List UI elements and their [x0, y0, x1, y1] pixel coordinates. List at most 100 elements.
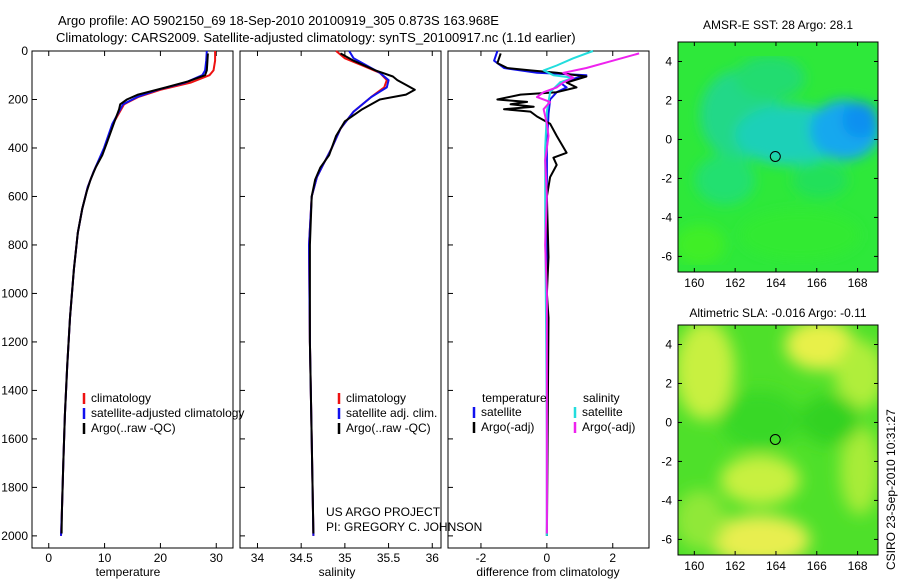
temperature-plot: 0 10 20 30 0 200 400 600 800 1000 1200 1400 1600 180…	[1, 44, 244, 579]
temperature-y-tick-label: 400	[8, 141, 28, 155]
pi-label: PI: GREGORY C. JOHNSON	[326, 520, 482, 534]
temperature-y-tick-label: 1200	[1, 335, 28, 349]
difference-series-temperature-satellite	[493, 50, 588, 536]
salinity-lines	[308, 50, 416, 536]
salinity-x-tick-label: 35.5	[377, 551, 401, 565]
sla-y-tick-label: -4	[661, 493, 672, 507]
sst-x-ticks: 160 162 164 166 168	[684, 42, 868, 290]
sla-x-tick-label: 162	[725, 559, 745, 573]
sst-x-tick-label: 160	[684, 276, 704, 290]
salinity-x-ticks: 34 34.5 35 35.5 36	[240, 50, 440, 565]
sla-y-tick-label: -2	[661, 454, 672, 468]
difference-plot: -2 0 2 difference from climatology tempera…	[447, 50, 650, 579]
salinity-legend-0-label: climatology	[346, 391, 406, 405]
temperature-series-satellite	[60, 50, 208, 536]
sla-map-frame	[677, 324, 879, 556]
salinity-series-argo	[308, 52, 416, 534]
sla-x-tick-label: 168	[848, 559, 868, 573]
temperature-y-tick-label: 200	[8, 92, 28, 106]
sst-x-tick-label: 168	[848, 276, 868, 290]
temperature-series-argo	[60, 53, 209, 534]
difference-legend-salinity-title: salinity	[583, 391, 620, 405]
salinity-plot: 34 34.5 35 35.5 36 salinity climatologysatel…	[239, 50, 482, 579]
salinity-legend-2-label: Argo(..raw -QC)	[346, 421, 431, 435]
temperature-x-tick-label: 20	[154, 551, 168, 565]
temperature-y-tick-label: 800	[8, 238, 28, 252]
sla-y-ticks: 4 2 0 -2 -4 -6	[661, 337, 878, 546]
sst-y-tick-label: 0	[665, 132, 672, 146]
difference-x-tick-label: 2	[609, 551, 616, 565]
temperature-y-tick-label: 600	[8, 189, 28, 203]
temperature-y-tick-label: 0	[21, 44, 28, 58]
timestamp-label: CSIRO 23-Sep-2010 10:31:27	[884, 409, 898, 570]
salinity-series-satellite	[308, 50, 390, 536]
temperature-y-tick-label: 1800	[1, 480, 28, 494]
temperature-x-tick-label: 10	[98, 551, 112, 565]
temperature-x-ticks: 0 10 20 30	[45, 51, 223, 565]
temperature-y-tick-label: 1600	[1, 432, 28, 446]
difference-legend-sal-satellite-label: satellite	[582, 405, 623, 419]
sst-x-tick-label: 164	[766, 276, 786, 290]
sst-argo-location-marker	[769, 151, 781, 162]
salinity-x-tick-label: 34.5	[289, 551, 313, 565]
difference-legend: temperature salinitysatelliteArgo(-adj)sa…	[472, 391, 635, 434]
temperature-lines	[60, 50, 217, 536]
difference-legend-sal-argo-label: Argo(-adj)	[582, 420, 635, 434]
sla-map: Altimetric SLA: -0.016 Argo: -0.11 160 16…	[661, 306, 879, 573]
temperature-y-tick-label: 2000	[1, 529, 28, 543]
sla-field-blobs	[678, 325, 878, 555]
sla-map-title: Altimetric SLA: -0.016 Argo: -0.11	[689, 306, 867, 320]
difference-x-tick-label: 0	[544, 551, 551, 565]
difference-legend-temp-argo-label: Argo(-adj)	[481, 420, 534, 434]
difference-series-temperature-argo	[496, 53, 588, 536]
temperature-x-tick-label: 0	[45, 551, 52, 565]
temperature-y-ticks: 0 200 400 600 800 1000 1200 1400 1600 1800 2000	[1, 44, 37, 543]
title-line-2: Climatology: CARS2009. Satellite-adjuste…	[56, 30, 576, 45]
sst-y-tick-label: -6	[661, 249, 672, 263]
difference-lines	[493, 50, 640, 536]
temperature-legend-1-label: satellite-adjusted climatology	[91, 406, 244, 420]
salinity-xlabel: salinity	[319, 565, 356, 579]
sla-y-tick-label: 0	[665, 415, 672, 429]
sla-x-tick-label: 166	[807, 559, 827, 573]
sst-y-tick-label: 4	[665, 54, 672, 68]
salinity-x-tick-label: 36	[426, 551, 440, 565]
title-line-1: Argo profile: AO 5902150_69 18-Sep-2010 …	[58, 13, 499, 28]
difference-x-tick-label: -2	[476, 551, 487, 565]
sla-y-tick-label: 4	[665, 337, 672, 351]
salinity-x-tick-label: 35	[338, 551, 352, 565]
salinity-series-climatology	[308, 50, 388, 536]
sla-argo-location-marker	[769, 434, 781, 445]
sla-x-ticks: 160 162 164 166 168	[684, 325, 868, 573]
difference-legend-temp-satellite-label: satellite	[481, 405, 522, 419]
sst-field-blobs	[678, 56, 878, 265]
difference-series-salinity-argo	[536, 52, 640, 534]
temperature-plot-frame	[31, 50, 234, 549]
difference-xlabel: difference from climatology	[476, 565, 619, 579]
sst-map-title: AMSR-E SST: 28 Argo: 28.1	[703, 18, 853, 32]
temperature-y-tick-label: 1000	[1, 286, 28, 300]
sla-x-tick-label: 160	[684, 559, 704, 573]
sla-y-tick-label: 2	[665, 376, 672, 390]
project-label: US ARGO PROJECT	[326, 505, 441, 519]
difference-plot-frame	[447, 50, 650, 549]
salinity-x-tick-label: 34	[251, 551, 265, 565]
sst-x-tick-label: 162	[725, 276, 745, 290]
salinity-plot-frame	[239, 50, 442, 549]
temperature-legend-0-label: climatology	[91, 391, 151, 405]
temperature-legend-2-label: Argo(..raw -QC)	[91, 421, 176, 435]
temperature-xlabel: temperature	[96, 565, 161, 579]
sla-x-tick-label: 164	[766, 559, 786, 573]
difference-x-ticks: -2 0 2	[448, 50, 616, 565]
sst-map-frame	[677, 41, 879, 273]
sla-y-tick-label: -6	[661, 532, 672, 546]
sst-x-tick-label: 166	[807, 276, 827, 290]
temperature-x-tick-label: 30	[210, 551, 224, 565]
salinity-legend-1-label: satellite adj. clim.	[346, 406, 437, 420]
difference-legend-temperature-title: temperature	[482, 391, 547, 405]
sst-y-ticks: 4 2 0 -2 -4 -6	[661, 54, 878, 263]
sst-y-tick-label: 2	[665, 93, 672, 107]
temperature-y-tick-label: 1400	[1, 383, 28, 397]
